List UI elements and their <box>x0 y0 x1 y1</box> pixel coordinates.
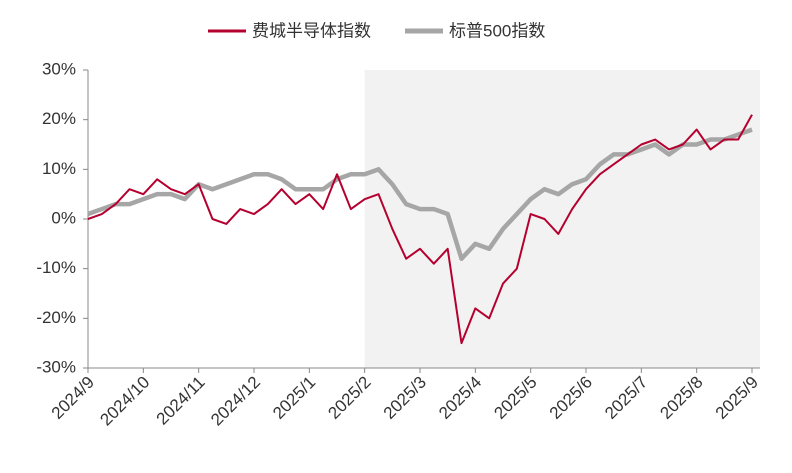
x-tick-label: 2025/9 <box>712 373 762 423</box>
x-tick-label: 2025/5 <box>490 373 540 423</box>
x-tick-label: 2024/10 <box>96 373 153 430</box>
y-tick-label: 0% <box>51 208 76 227</box>
x-tick-label: 2025/8 <box>656 373 706 423</box>
y-tick-label: 30% <box>42 59 76 78</box>
x-tick-label: 2025/1 <box>269 373 319 423</box>
x-tick-label: 2025/3 <box>380 373 430 423</box>
y-tick-label: -20% <box>36 308 76 327</box>
y-tick-label: 10% <box>42 159 76 178</box>
y-tick-label: 20% <box>42 109 76 128</box>
x-tick-label: 2024/9 <box>48 373 98 423</box>
x-tick-label: 2025/4 <box>435 373 485 423</box>
x-tick-label: 2024/12 <box>207 373 264 430</box>
legend-label: 费城半导体指数 <box>252 21 371 40</box>
x-tick-label: 2024/11 <box>153 373 209 429</box>
x-tick-label: 2025/6 <box>546 373 596 423</box>
x-tick-label: 2025/7 <box>601 373 651 423</box>
y-tick-label: -10% <box>36 258 76 277</box>
shaded-region <box>364 70 760 368</box>
series-line <box>87 114 753 345</box>
x-tick-label: 2025/2 <box>324 373 374 423</box>
y-tick-label: -30% <box>36 357 76 376</box>
legend-label: 标普500指数 <box>449 21 545 40</box>
